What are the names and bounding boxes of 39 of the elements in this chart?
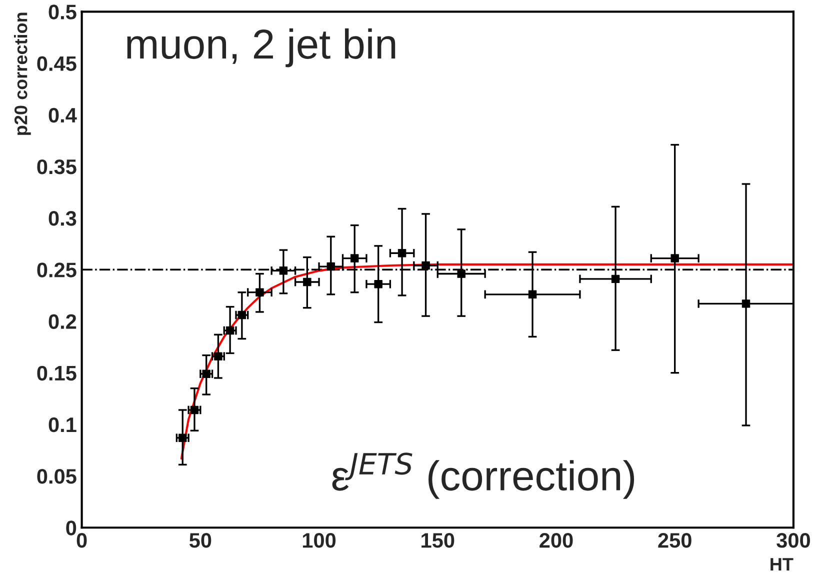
x-tick-label: 300	[776, 533, 810, 548]
point	[422, 261, 430, 270]
point	[528, 290, 537, 299]
point	[279, 266, 288, 275]
point	[256, 288, 264, 296]
y-tick-label: 0.3	[48, 211, 76, 226]
y-tick-label: 0	[66, 520, 76, 536]
x-tick-label: 0	[76, 533, 87, 548]
annotation: muon, 2 jet bin	[127, 28, 396, 68]
point	[398, 249, 406, 258]
annotation: ε$^{JETS}$ (correction)	[332, 452, 634, 499]
point	[350, 254, 359, 262]
x-tick-label: 150	[422, 533, 454, 548]
point	[178, 434, 187, 442]
x-tick-label: 250	[658, 533, 692, 548]
y-tick-label: 0.35	[37, 159, 76, 174]
y-tick-label: 0.45	[37, 56, 76, 72]
x-tick-label: 100	[302, 533, 336, 548]
point	[238, 310, 246, 320]
point	[326, 262, 335, 271]
point	[742, 300, 750, 308]
y-tick-label: 0.4	[48, 108, 77, 123]
point	[226, 326, 234, 335]
point	[457, 270, 466, 278]
point	[611, 274, 620, 284]
x-tick-label: 50	[189, 533, 212, 548]
y-tick-label: 0.15	[37, 366, 76, 381]
point	[202, 370, 210, 378]
y-tick-label: 0.1	[48, 417, 76, 432]
point	[303, 278, 312, 286]
x-tick-label: 200	[540, 533, 573, 548]
y-tick-label: 0.25	[37, 262, 76, 278]
point	[374, 280, 382, 288]
point	[670, 254, 679, 262]
y-axis-title: p20 correction	[14, 12, 31, 135]
x-axis-title: HT	[770, 558, 794, 571]
y-tick-label: 0.5	[48, 4, 76, 20]
y-tick-label: 0.05	[37, 469, 76, 484]
y-tick-label: 0.2	[48, 314, 76, 329]
